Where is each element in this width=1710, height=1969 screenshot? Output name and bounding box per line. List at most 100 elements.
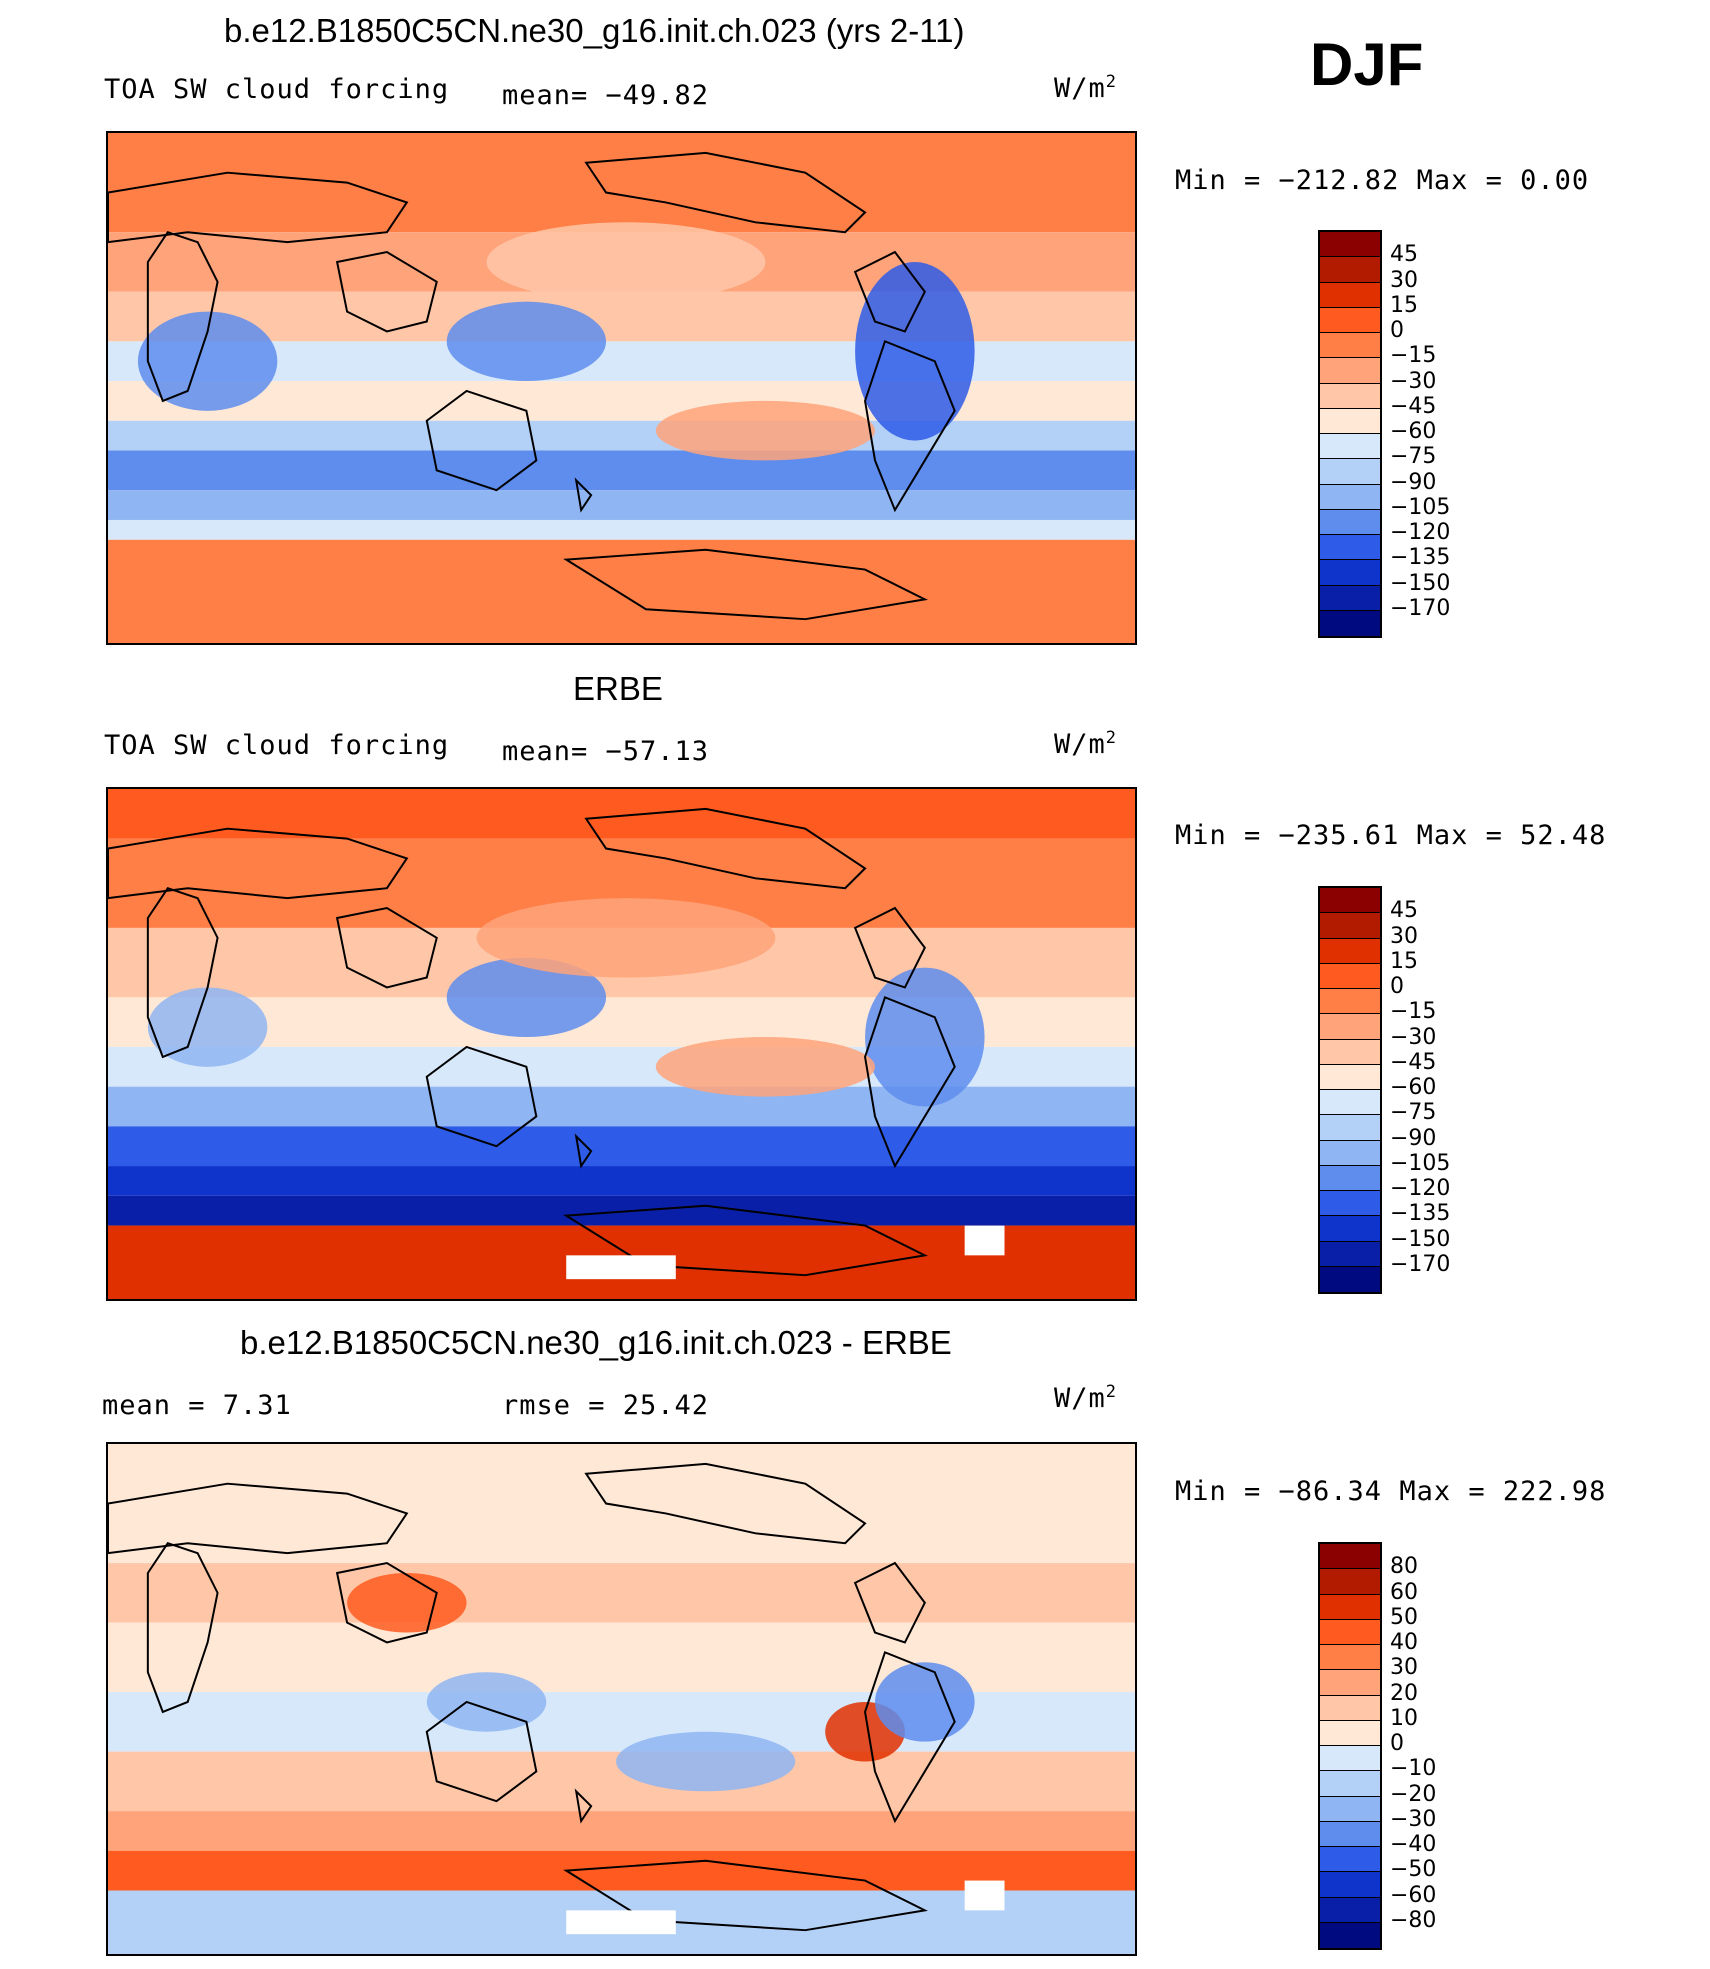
panel-3-colorbar (1318, 1542, 1382, 1950)
panel-3-rmse-label: rmse = 25.42 (502, 1390, 710, 1421)
coastline (864, 996, 956, 1169)
panel-3-map-svg (108, 1444, 1135, 1954)
coastline (335, 251, 438, 333)
map-color-blob (655, 400, 876, 461)
coastline (574, 477, 593, 513)
colorbar-level-label: −45 (1390, 1049, 1437, 1075)
coastline (584, 1462, 867, 1545)
colorbar-segment (1320, 1746, 1380, 1772)
map-color-band (108, 450, 1135, 491)
coastline (853, 250, 926, 333)
coastline (108, 171, 409, 244)
coastline (335, 1562, 438, 1644)
colorbar-level-label: −45 (1390, 393, 1437, 419)
colorbar-level-label: −20 (1390, 1781, 1437, 1807)
colorbar-level-label: 0 (1390, 974, 1404, 999)
map-color-band (108, 539, 1135, 643)
map-color-blob (137, 311, 278, 411)
colorbar-level-label: 50 (1390, 1604, 1418, 1630)
map-color-blob (865, 967, 985, 1107)
panel-2-minmax: Min = −235.61 Max = 52.48 (1175, 820, 1607, 851)
map-color-blob (476, 898, 776, 978)
colorbar-level-label: −90 (1390, 1125, 1437, 1151)
missing-data-area (964, 1225, 1005, 1256)
missing-data-area (566, 1255, 676, 1280)
colorbar-segment (1320, 333, 1380, 359)
colorbar-level-label: −30 (1390, 368, 1437, 394)
colorbar-segment (1320, 1014, 1380, 1040)
colorbar-level-label: −30 (1390, 1806, 1437, 1832)
colorbar-segment (1320, 1821, 1380, 1847)
missing-data-area (964, 1880, 1005, 1911)
coastline (425, 1700, 538, 1803)
colorbar-segment (1320, 1216, 1380, 1242)
map-color-band (108, 789, 1135, 839)
map-color-band (108, 490, 1135, 520)
colorbar-level-label: −120 (1390, 520, 1451, 545)
colorbar-segment (1320, 1619, 1380, 1645)
panel-2-mean-label: mean= −57.13 (502, 736, 710, 767)
panel-2-units: W/m2 (1054, 728, 1118, 760)
coastline (146, 887, 219, 1059)
colorbar-segment (1320, 1090, 1380, 1116)
colorbar-segment (1320, 1695, 1380, 1721)
missing-data-area (566, 1910, 676, 1935)
colorbar-segment (1320, 1796, 1380, 1822)
coastline (864, 340, 956, 513)
map-color-band (108, 1166, 1135, 1196)
colorbar-segment (1320, 1670, 1380, 1696)
colorbar-level-label: −80 (1390, 1907, 1437, 1933)
map-color-band (108, 1692, 1135, 1752)
panel-1-map (106, 131, 1137, 645)
colorbar-level-label: 80 (1390, 1554, 1418, 1580)
colorbar-level-label: 40 (1390, 1630, 1418, 1655)
coastline (108, 1482, 409, 1555)
map-color-band (108, 1126, 1135, 1167)
colorbar-level-label: −150 (1390, 1226, 1451, 1252)
colorbar-segment (1320, 1594, 1380, 1620)
map-color-blob (855, 261, 975, 441)
colorbar-segment (1320, 1897, 1380, 1923)
panel-2-colorbar (1318, 886, 1382, 1294)
colorbar-segment (1320, 1544, 1380, 1570)
colorbar-segment (1320, 509, 1380, 535)
map-color-blob (147, 987, 268, 1067)
panel-1-colorbar (1318, 230, 1382, 638)
map-color-band (108, 420, 1135, 451)
colorbar-level-label: −50 (1390, 1857, 1437, 1883)
colorbar-segment (1320, 282, 1380, 308)
colorbar-segment (1320, 484, 1380, 510)
colorbar-segment (1320, 459, 1380, 485)
coastline (108, 827, 409, 900)
panel-3-map (106, 1442, 1137, 1956)
colorbar-level-label: −150 (1390, 570, 1451, 596)
map-color-blob (486, 222, 766, 302)
colorbar-level-label: −105 (1390, 1150, 1451, 1176)
colorbar-segment (1320, 560, 1380, 586)
map-color-band (108, 1444, 1135, 1564)
coastline (853, 906, 926, 989)
colorbar-segment (1320, 434, 1380, 460)
colorbar-segment (1320, 938, 1380, 964)
coastline (584, 151, 867, 234)
panel-3-title: b.e12.B1850C5CN.ne30_g16.init.ch.023 - E… (240, 1324, 952, 1361)
coastline (146, 231, 219, 403)
map-color-band (108, 519, 1135, 540)
colorbar-segment (1320, 307, 1380, 333)
coastline (574, 1133, 593, 1169)
colorbar-segment (1320, 989, 1380, 1015)
colorbar-segment (1320, 408, 1380, 434)
colorbar-segment (1320, 358, 1380, 384)
colorbar-level-label: 0 (1390, 1731, 1404, 1756)
colorbar-level-label: −15 (1390, 343, 1437, 369)
colorbar-segment (1320, 1115, 1380, 1141)
colorbar-level-label: −75 (1390, 1100, 1437, 1126)
coastline (864, 1651, 956, 1824)
colorbar-level-label: −75 (1390, 444, 1437, 470)
colorbar-segment (1320, 1569, 1380, 1595)
colorbar-level-label: −90 (1390, 469, 1437, 495)
colorbar-segment (1320, 1720, 1380, 1746)
coastline (425, 1045, 538, 1148)
colorbar-level-label: −40 (1390, 1832, 1437, 1857)
map-color-blob (655, 1037, 876, 1097)
